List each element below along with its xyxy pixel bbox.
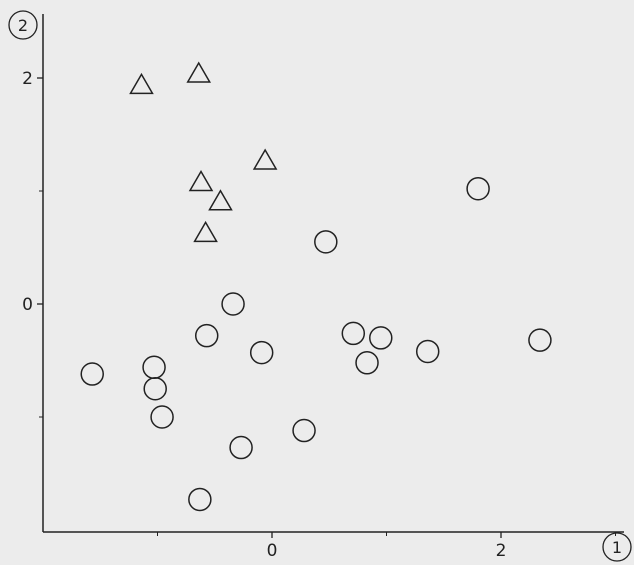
circle-point [142,355,166,380]
y-tick-label: 0 [22,295,33,315]
y-tick-label: 2 [22,69,33,89]
axis-ticks: 0 2 0 2 [22,69,616,561]
circle-point [355,351,379,375]
y-axis-title: 2 [8,10,38,40]
y-axis-title-text: 2 [18,16,28,35]
triangle-point [208,189,233,211]
circle-point [229,435,253,460]
circle-point [341,321,366,346]
triangle-point [252,148,278,170]
data-points [80,61,552,512]
x-tick-label: 0 [267,541,278,561]
circle-point [221,292,245,316]
triangle-point [186,61,212,83]
circle-point [80,362,104,386]
x-axis-title: 1 [602,532,632,562]
circle-point [528,328,552,352]
x-tick-label: 2 [496,541,507,561]
triangle-point [188,170,214,192]
triangle-point [129,72,154,95]
circle-point [466,176,490,201]
circle-point [143,377,167,401]
circle-point [415,339,440,364]
x-axis-title-text: 1 [612,538,622,557]
circle-point [292,418,316,443]
triangle-point [193,220,218,243]
circle-point [194,323,219,348]
circle-point [188,487,212,512]
circle-point [249,340,274,365]
circle-point [314,230,338,254]
circle-point [150,405,174,429]
circle-point [369,326,393,350]
